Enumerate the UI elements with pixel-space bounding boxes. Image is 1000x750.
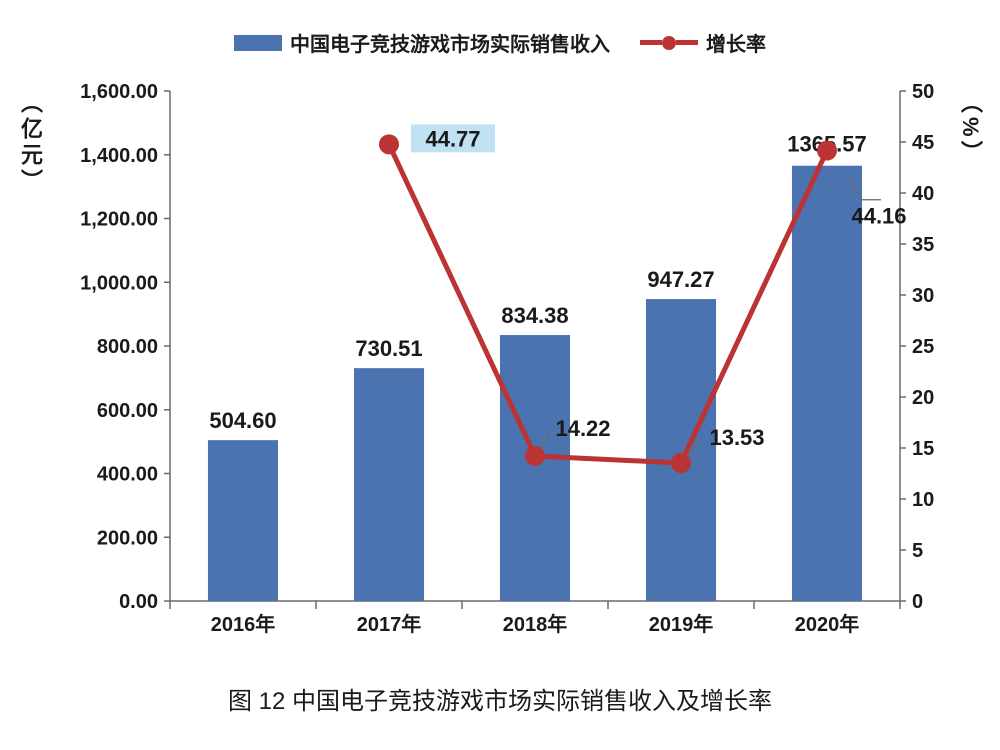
legend-line-label: 增长率	[706, 28, 766, 57]
legend-bar-label: 中国电子竞技游戏市场实际销售收入	[290, 28, 610, 57]
legend-line-item: 增长率	[640, 28, 766, 57]
y-left-tick-label: 1,400.00	[80, 145, 158, 167]
y-right-tick-label: 5	[912, 540, 923, 562]
plot-area: （亿元） （%） 0.00200.00400.00600.00800.001,0…	[20, 61, 980, 651]
bar	[354, 368, 424, 601]
y-left-tick-label: 1,000.00	[80, 272, 158, 294]
y-right-tick-label: 10	[912, 489, 934, 511]
x-tick-label: 2019年	[649, 612, 714, 636]
x-tick-label: 2018年	[503, 612, 568, 636]
line-marker	[379, 134, 399, 154]
y-right-tick-label: 15	[912, 438, 934, 460]
bar	[792, 166, 862, 601]
bar-value-label: 504.60	[209, 408, 276, 433]
y-left-tick-label: 0.00	[119, 591, 158, 613]
y-right-tick-label: 20	[912, 387, 934, 409]
line-value-label: 44.16	[851, 204, 906, 229]
bar-value-label: 947.27	[647, 267, 714, 292]
y-right-tick-label: 30	[912, 285, 934, 307]
chart-caption: 图 12 中国电子竞技游戏市场实际销售收入及增长率	[20, 681, 980, 716]
legend-bar-swatch	[234, 35, 282, 51]
legend-line-swatch	[640, 36, 698, 50]
y-left-tick-label: 800.00	[97, 336, 158, 358]
legend: 中国电子竞技游戏市场实际销售收入 增长率	[20, 20, 980, 57]
y-right-tick-label: 0	[912, 591, 923, 613]
line-value-label: 14.22	[555, 416, 610, 441]
line-value-label: 13.53	[709, 425, 764, 450]
y-left-tick-label: 400.00	[97, 464, 158, 486]
bar-value-label: 730.51	[355, 336, 422, 361]
y-right-tick-label: 45	[912, 132, 934, 154]
bar	[646, 299, 716, 601]
line-value-label: 44.77	[425, 126, 480, 151]
line-marker	[817, 141, 837, 161]
y-left-tick-label: 200.00	[97, 527, 158, 549]
x-tick-label: 2017年	[357, 612, 422, 636]
y-right-tick-label: 35	[912, 234, 934, 256]
x-tick-label: 2016年	[211, 612, 276, 636]
y-left-tick-label: 1,600.00	[80, 81, 158, 103]
y-left-tick-label: 1,200.00	[80, 209, 158, 231]
x-tick-label: 2020年	[795, 612, 860, 636]
legend-bar-item: 中国电子竞技游戏市场实际销售收入	[234, 28, 610, 57]
bar	[500, 335, 570, 601]
bar-value-label: 834.38	[501, 303, 568, 328]
y-right-tick-label: 25	[912, 336, 934, 358]
bar	[208, 440, 278, 601]
y-right-tick-label: 50	[912, 81, 934, 103]
y-left-tick-label: 600.00	[97, 400, 158, 422]
y-right-tick-label: 40	[912, 183, 934, 205]
chart-svg: 0.00 200.00 400.00 600.00 800.00 1,000.00 1,20…	[20, 61, 980, 651]
chart-container: 中国电子竞技游戏市场实际销售收入 增长率 （亿元） （%） 0.00200.00…	[20, 20, 980, 730]
